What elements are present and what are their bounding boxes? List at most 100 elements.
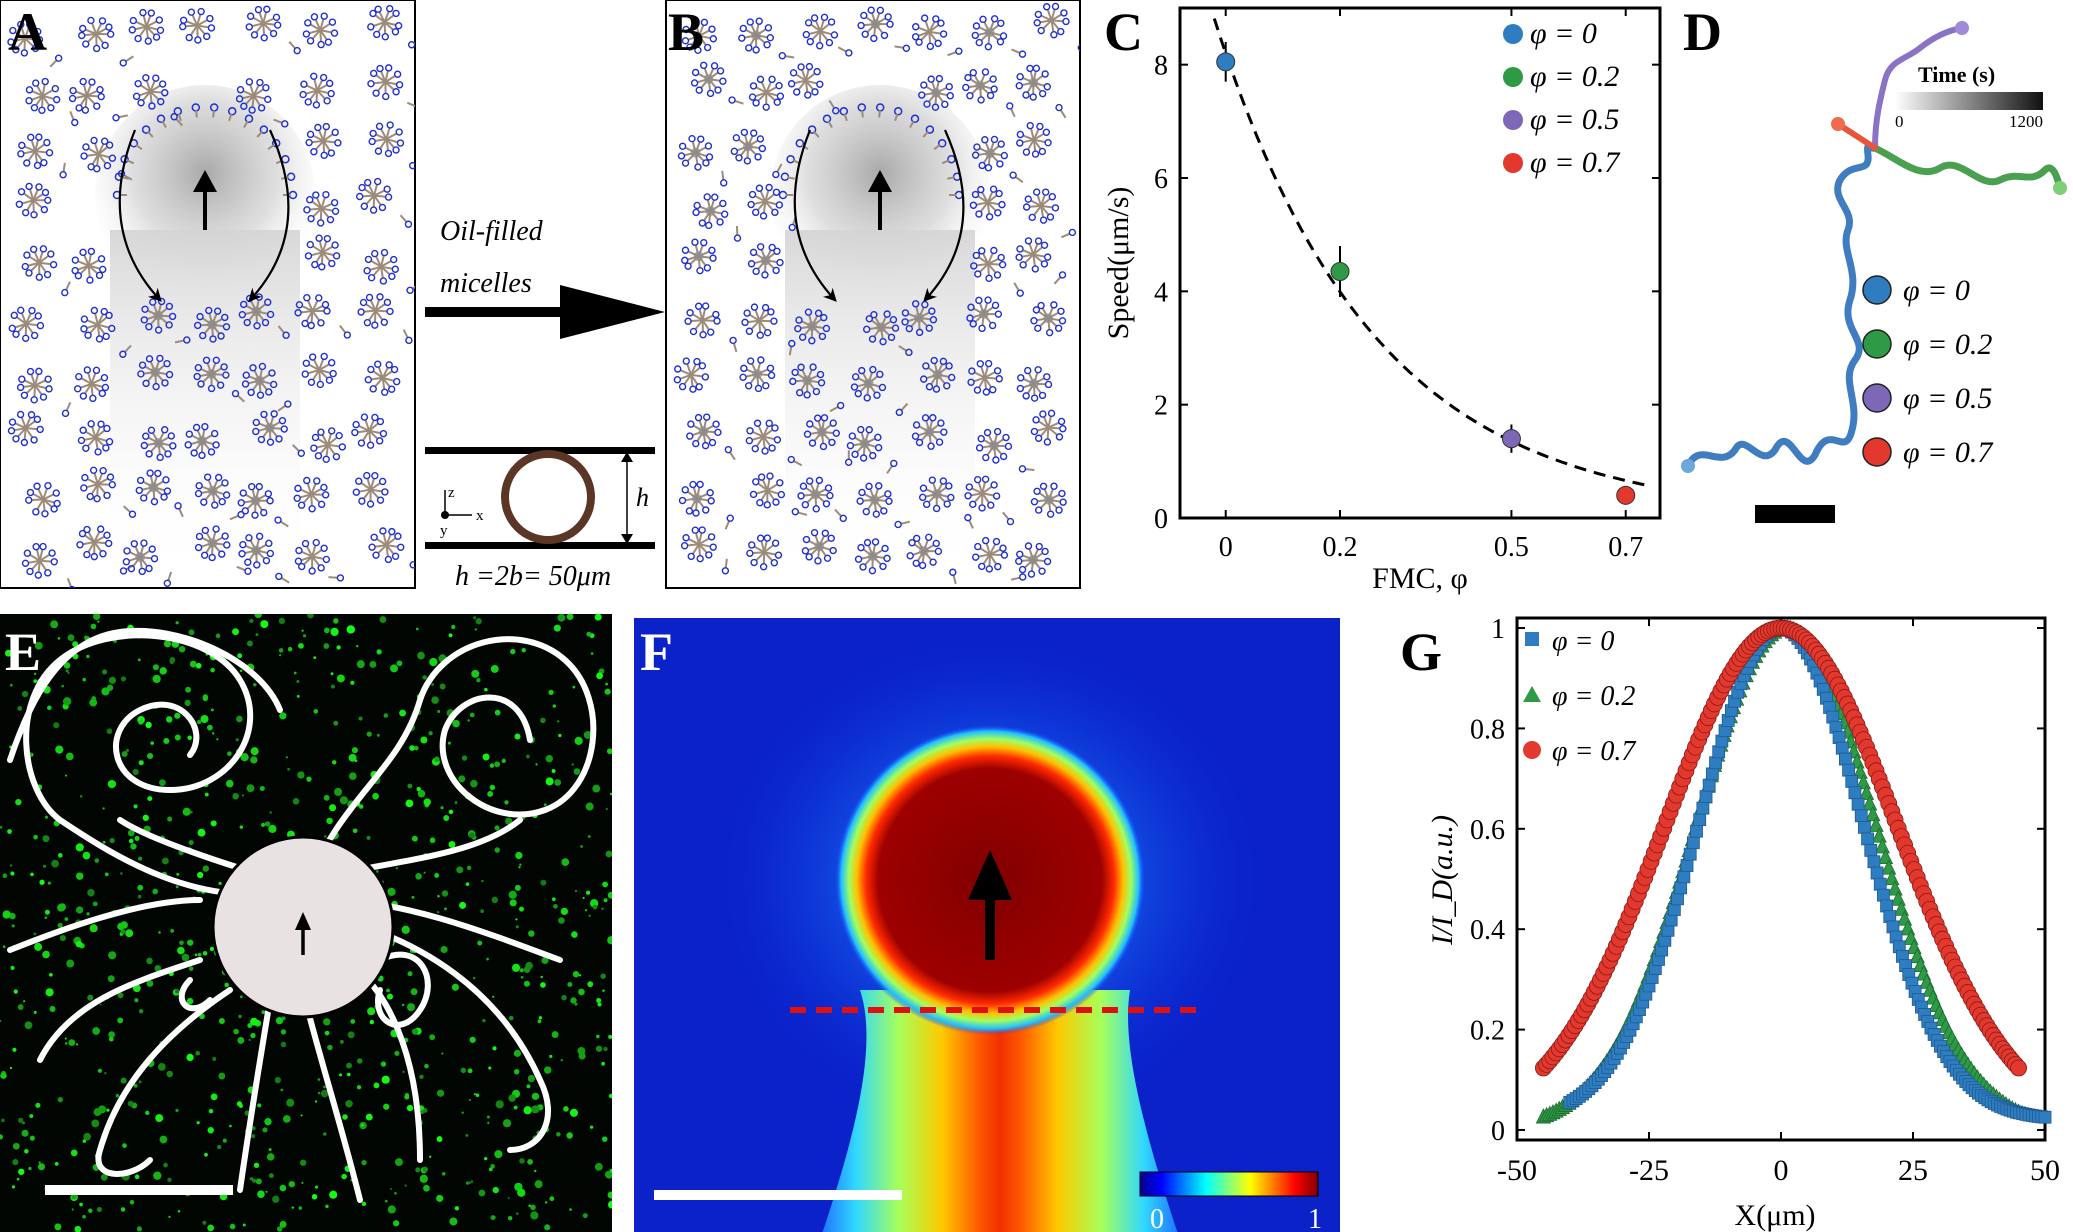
tracer-particle bbox=[232, 792, 239, 800]
surfactant bbox=[895, 402, 909, 417]
tracer-particle bbox=[86, 654, 90, 659]
tracer-particle bbox=[64, 1042, 68, 1045]
tracer-particle bbox=[280, 1041, 287, 1048]
micelle bbox=[678, 480, 715, 517]
micelle bbox=[128, 8, 165, 45]
tracer-particle bbox=[145, 721, 152, 729]
surfactant bbox=[1002, 511, 1015, 526]
tracer-particle bbox=[251, 1126, 256, 1131]
surfactant bbox=[49, 54, 63, 68]
tracer-particle bbox=[292, 798, 300, 805]
micelle bbox=[367, 64, 404, 101]
chart-g-point bbox=[1864, 843, 1878, 857]
tracer-particle bbox=[572, 685, 576, 689]
colorbar-f-max: 1 bbox=[1308, 1204, 1322, 1232]
tracer-particle bbox=[574, 889, 578, 893]
tracer-particle bbox=[120, 929, 126, 935]
tracer-particle bbox=[325, 1204, 329, 1209]
micelle bbox=[747, 243, 784, 279]
tracer-particle bbox=[487, 791, 494, 797]
tracer-particle bbox=[224, 982, 229, 988]
tracer-particle bbox=[448, 809, 454, 815]
tracer-particle bbox=[76, 906, 84, 914]
surfactant bbox=[1010, 573, 1027, 581]
tracer-particle bbox=[307, 614, 314, 619]
chart-g-point bbox=[1870, 866, 1884, 880]
micelle bbox=[305, 122, 342, 160]
tracer-particle bbox=[578, 1052, 586, 1060]
tracer-particle bbox=[601, 1136, 608, 1142]
micelle bbox=[803, 414, 840, 451]
tracer-particle bbox=[480, 909, 485, 914]
chart-g-point bbox=[1873, 877, 1887, 891]
chart-g-legend-marker bbox=[1525, 632, 1539, 646]
tracer-particle bbox=[168, 1215, 171, 1218]
tracer-particle bbox=[159, 779, 166, 786]
tracer-particle bbox=[553, 904, 558, 909]
tracer-particle bbox=[475, 618, 482, 625]
tracer-particle bbox=[549, 1196, 555, 1202]
tracer-particle bbox=[535, 763, 538, 766]
micelle bbox=[794, 308, 831, 345]
tracer-particle bbox=[122, 1143, 127, 1148]
tracer-particle bbox=[255, 1178, 262, 1185]
tracer-particle bbox=[323, 1018, 331, 1026]
surfactant bbox=[1013, 282, 1024, 297]
tracer-particle bbox=[197, 952, 202, 957]
tracer-particle bbox=[582, 896, 585, 899]
tracer-particle bbox=[33, 834, 38, 840]
direction-arrow-f bbox=[968, 850, 1012, 900]
legend-d-label: φ = 0.7 bbox=[1903, 436, 1994, 469]
tracer-particle bbox=[96, 1206, 102, 1212]
micelle bbox=[745, 419, 782, 455]
tracer-particle bbox=[423, 871, 426, 874]
tracer-particle bbox=[486, 957, 489, 961]
micelle bbox=[193, 306, 231, 343]
panel-g-chart: -50 -25 0 25 50 0 0.2 0.4 0.6 0.8 1 φ = 0 φ = 0.2 φ =… bbox=[1400, 614, 2060, 1232]
tracer-particle bbox=[469, 832, 475, 838]
tracer-particle bbox=[184, 699, 191, 707]
tracer-particle bbox=[413, 745, 419, 751]
tracer-particle bbox=[527, 1159, 533, 1165]
tracer-particle bbox=[545, 755, 553, 763]
tracer-particle bbox=[195, 662, 202, 669]
tracer-particle bbox=[186, 1053, 194, 1062]
tracer-particle bbox=[508, 890, 517, 899]
tracer-particle bbox=[458, 775, 466, 783]
chart-c-ytick-label: 0 bbox=[1154, 504, 1168, 535]
tracer-particle bbox=[406, 1003, 416, 1012]
micelle bbox=[739, 356, 776, 393]
tracer-particle bbox=[468, 1181, 471, 1185]
tracer-particle bbox=[55, 745, 64, 754]
chart-g-point bbox=[1842, 763, 1855, 777]
tracer-particle bbox=[347, 1072, 351, 1077]
chart-g-point bbox=[1667, 903, 1681, 916]
tracer-particle bbox=[88, 1208, 93, 1213]
micelle bbox=[140, 426, 177, 462]
tracer-particle bbox=[92, 901, 98, 907]
surfactant bbox=[837, 46, 853, 57]
tracer-particle bbox=[609, 1168, 612, 1173]
tracer-particle bbox=[97, 620, 100, 623]
tracer-particle bbox=[553, 624, 561, 632]
panel-label-c: C bbox=[1104, 2, 1143, 62]
transition: Oil-filled micelles h z x y h =2b= 50μm bbox=[425, 216, 665, 592]
tracer-particle bbox=[253, 1162, 260, 1168]
tracer-particle bbox=[249, 618, 254, 623]
tracer-particle bbox=[241, 794, 244, 797]
tracer-particle bbox=[202, 951, 208, 956]
tracer-particle bbox=[531, 1105, 540, 1114]
tracer-particle bbox=[249, 1177, 254, 1181]
tracer-particle bbox=[405, 799, 414, 808]
micelle bbox=[352, 471, 389, 508]
tracer-particle bbox=[476, 678, 481, 683]
tracer-particle bbox=[170, 929, 175, 933]
tracer-particle bbox=[185, 686, 192, 693]
colorbar-f bbox=[1139, 1171, 1319, 1197]
tracer-particle bbox=[548, 689, 554, 696]
tracer-particle bbox=[28, 1166, 32, 1171]
tracer-particle bbox=[586, 631, 592, 637]
surfactant bbox=[277, 400, 292, 412]
height-label: h bbox=[636, 483, 649, 512]
tracer-particle bbox=[523, 1106, 532, 1115]
